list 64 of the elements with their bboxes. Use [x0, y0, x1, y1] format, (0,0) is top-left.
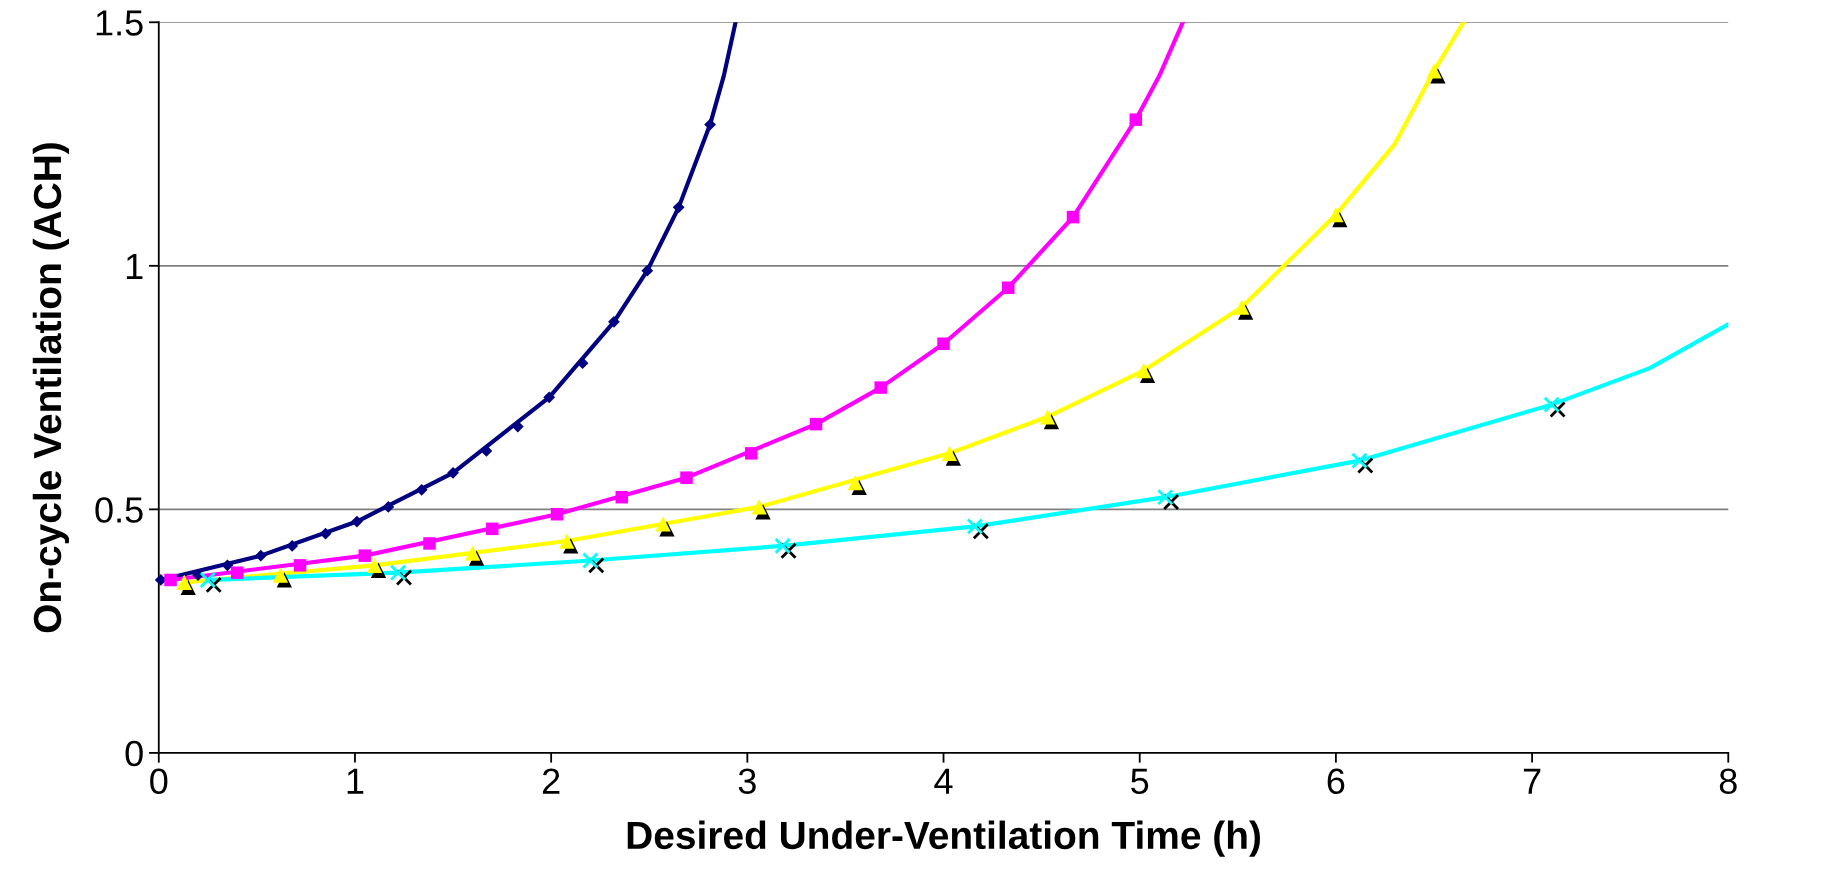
point [382, 501, 395, 513]
point [1066, 210, 1080, 224]
y-tick-label: 0 [125, 740, 143, 767]
point [550, 507, 564, 521]
x-tick-label: 6 [1327, 768, 1345, 794]
point [1129, 113, 1143, 126]
point [655, 516, 671, 532]
point [164, 573, 177, 587]
point [1543, 396, 1561, 413]
point [966, 518, 984, 535]
point [1156, 488, 1174, 506]
point [272, 567, 289, 583]
x-tick-label: 3 [738, 768, 756, 794]
x-tick-label: 7 [1523, 768, 1541, 794]
point [358, 549, 372, 562]
point [941, 445, 958, 461]
point [176, 574, 192, 591]
point [809, 417, 823, 431]
point [543, 391, 556, 404]
point [1039, 409, 1056, 425]
y-tick-label: 0.5 [95, 497, 143, 523]
point [608, 315, 620, 328]
point [874, 381, 887, 394]
point [1136, 362, 1152, 379]
point [751, 499, 767, 515]
point [774, 537, 791, 555]
point [1234, 299, 1250, 315]
point [680, 471, 693, 484]
point [293, 559, 307, 572]
point [447, 466, 459, 479]
point [672, 201, 685, 214]
x-tick-label: 2 [542, 768, 560, 794]
point [465, 545, 481, 561]
point [199, 571, 217, 589]
point [704, 118, 716, 131]
point [1002, 281, 1015, 294]
x-tick-label: 0 [150, 768, 168, 794]
point [254, 549, 267, 562]
point [1426, 63, 1442, 79]
point [231, 566, 244, 579]
y-tick-label: 1.5 [96, 10, 143, 36]
point [486, 522, 499, 536]
point [559, 533, 575, 549]
point [1351, 452, 1368, 469]
point [389, 564, 407, 582]
point [1328, 207, 1344, 223]
point [582, 552, 599, 569]
point [366, 557, 383, 574]
point [937, 337, 950, 350]
point [745, 447, 758, 460]
x-tick-label: 5 [1131, 768, 1149, 794]
point [615, 490, 629, 504]
x-tick-label: 1 [347, 768, 364, 794]
point [415, 483, 428, 496]
y-tick-label: 1 [126, 254, 143, 279]
point [641, 264, 654, 277]
point [351, 515, 363, 528]
point [847, 474, 863, 491]
x-tick-label: 8 [1719, 768, 1737, 794]
point [319, 527, 332, 540]
x-tick-label: 4 [934, 768, 953, 794]
y-axis-title: On-cycle Ventilation (ACH) [32, 143, 69, 633]
point [423, 537, 436, 550]
x-axis-title: Desired Under-Ventilation Time (h) [627, 820, 1260, 857]
